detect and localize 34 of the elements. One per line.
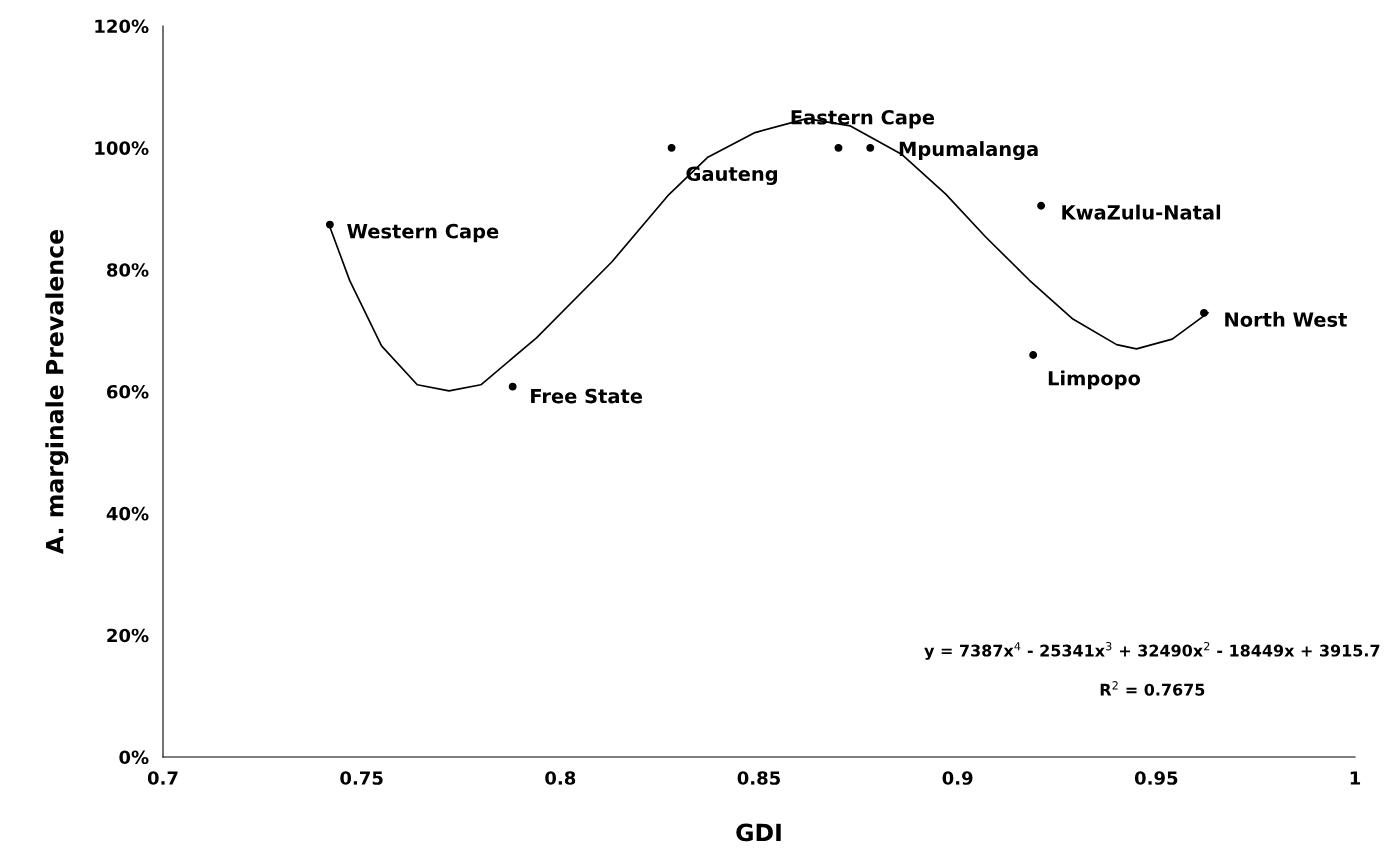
y-axis-title: A. marginale Prevalence [45, 229, 69, 555]
point [508, 382, 517, 391]
point [866, 143, 875, 152]
annotation: Western Cape [347, 223, 499, 243]
x-tick-label: 0.75 [340, 771, 383, 785]
x-tick-label: 0.8 [545, 771, 576, 785]
annotation: Free State [531, 388, 643, 404]
y-tick-label: 60% [107, 384, 149, 399]
x-tick-label: 0.85 [737, 771, 781, 785]
x-tick-label: 0.95 [1134, 771, 1178, 785]
y-tick-label: 100% [95, 141, 149, 155]
annotation: R$^{2}$ = 0.7675 [1100, 681, 1205, 696]
point [834, 143, 843, 152]
point [1029, 350, 1038, 359]
annotation: Eastern Cape [791, 109, 935, 129]
annotation: North West [1225, 311, 1347, 327]
x-axis-title: GDI [736, 823, 781, 842]
y-tick-label: 80% [107, 263, 149, 277]
x-tick-label: 1 [1350, 771, 1361, 785]
point [1200, 308, 1208, 317]
y-tick-label: 120% [95, 19, 149, 34]
annotation: y = 7387x$^{4}$ - 25341x$^{3}$ + 32490x$^{2}$ - 18449x + 3915.7 [924, 641, 1380, 660]
annotation: Gauteng [686, 166, 778, 186]
y-tick-label: 20% [107, 628, 149, 643]
point [325, 220, 334, 229]
annotation: Limpopo [1048, 370, 1141, 390]
annotation: Mpumalanga [899, 141, 1038, 161]
x-tick-label: 0.9 [942, 771, 973, 785]
point [667, 143, 676, 152]
x-tick-label: 0.7 [147, 771, 178, 785]
y-tick-label: 0% [119, 750, 149, 765]
point [1037, 201, 1046, 210]
y-tick-label: 40% [106, 506, 149, 521]
annotation: KwaZulu-Natal [1062, 204, 1221, 220]
